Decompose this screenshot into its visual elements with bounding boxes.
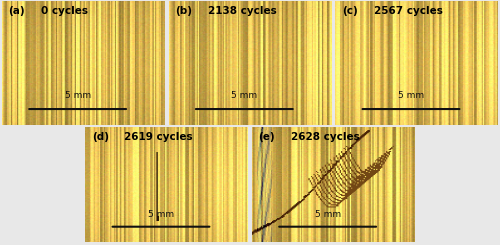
Text: 5 mm: 5 mm bbox=[314, 210, 340, 219]
Text: (d): (d) bbox=[92, 132, 109, 142]
Text: (b): (b) bbox=[175, 6, 192, 16]
Text: (e): (e) bbox=[258, 132, 275, 142]
Text: 2567 cycles: 2567 cycles bbox=[374, 6, 443, 16]
Text: 5 mm: 5 mm bbox=[231, 91, 258, 100]
Text: (c): (c) bbox=[342, 6, 357, 16]
Text: 5 mm: 5 mm bbox=[398, 91, 424, 100]
Text: 0 cycles: 0 cycles bbox=[41, 6, 88, 16]
Text: (a): (a) bbox=[8, 6, 25, 16]
Text: 2619 cycles: 2619 cycles bbox=[124, 132, 193, 142]
Text: 5 mm: 5 mm bbox=[148, 210, 174, 219]
Text: 5 mm: 5 mm bbox=[64, 91, 90, 100]
Text: 2628 cycles: 2628 cycles bbox=[291, 132, 360, 142]
Text: 2138 cycles: 2138 cycles bbox=[208, 6, 276, 16]
